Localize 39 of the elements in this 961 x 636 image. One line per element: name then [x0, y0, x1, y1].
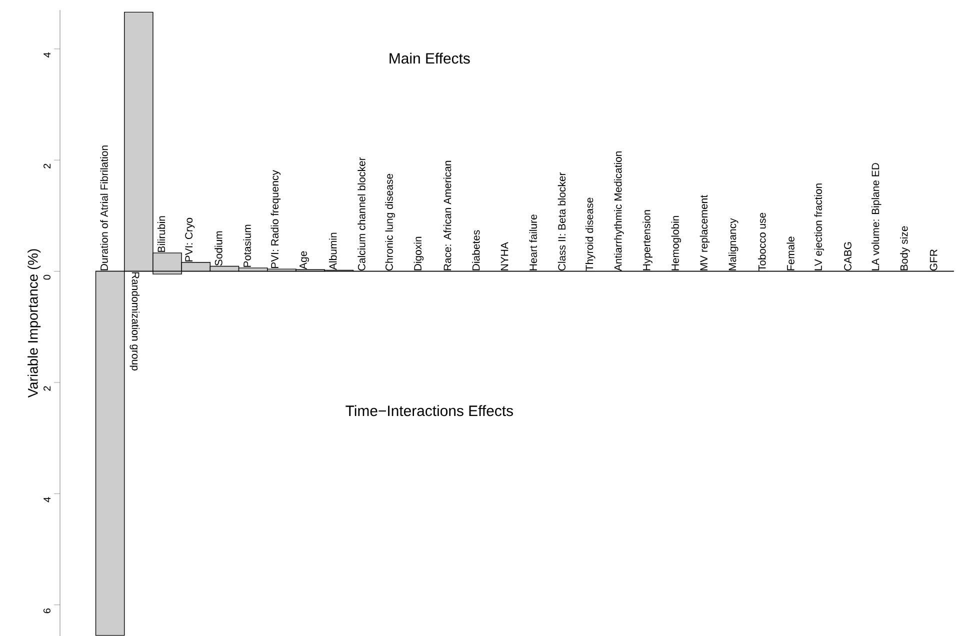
x-tick-label: Bilirubin [157, 216, 166, 252]
x-tick-label: Malignancy [728, 218, 738, 270]
x-tick-label: Age [300, 251, 309, 270]
x-tick-label: Calcium channel blocker [358, 157, 366, 271]
x-tick-label: MV replacement [700, 195, 710, 270]
x-tick-label: PVI: Cryo [185, 218, 195, 262]
x-tick-label: Heart failure [529, 214, 537, 270]
x-tick-label: Female [786, 236, 794, 270]
x-tick-label: Antiarrhythmic Medication [614, 151, 624, 272]
x-tick-label: Hypertension [642, 210, 652, 270]
annotation: Main Effects [390, 52, 470, 64]
x-tick-label: PVI: Radio frequency [270, 170, 281, 268]
x-tick-label: Chronic lung disease [385, 174, 395, 271]
x-tick-label: Race: African American [443, 160, 452, 270]
x-tick-label: Potasium [243, 224, 251, 267]
y-tick-label: 4 [44, 497, 50, 502]
x-tick-label: Sodium [214, 231, 222, 266]
x-tick-label: Duration of Atrial Fibrilation [100, 146, 108, 270]
annotation: Time−Interactions Effects [346, 405, 513, 416]
x-tick-label: Randomization group [130, 272, 140, 370]
y-tick-label: 2 [44, 164, 50, 168]
x-tick-label: Digoxin [414, 236, 424, 270]
x-tick-label: LA volume: Biplane ED [871, 163, 882, 270]
y-tick-label: 4 [44, 52, 50, 58]
x-tick-label: Hemoglobin [671, 216, 682, 270]
y-axis-title: Variable Importance (%) [28, 249, 41, 398]
x-tick-label: NYHA [500, 242, 508, 270]
y-tick-label: 2 [44, 386, 50, 391]
x-tick-label: GFR [930, 249, 938, 271]
x-tick-label: Diabetes [472, 230, 480, 270]
x-tick-label: LV ejection fraction [814, 184, 824, 270]
y-tick-label: 6 [43, 608, 50, 614]
y-tick-label: 0 [43, 274, 50, 280]
x-tick-label: Class II: Beta blocker [558, 172, 566, 271]
x-tick-label: Thyroid disease [585, 198, 596, 271]
x-tick-label: Body size [900, 226, 910, 270]
x-tick-label: Albumin [329, 232, 337, 270]
x-tick-label: Tobocco use [758, 212, 766, 271]
x-tick-label: CABG [844, 242, 852, 271]
